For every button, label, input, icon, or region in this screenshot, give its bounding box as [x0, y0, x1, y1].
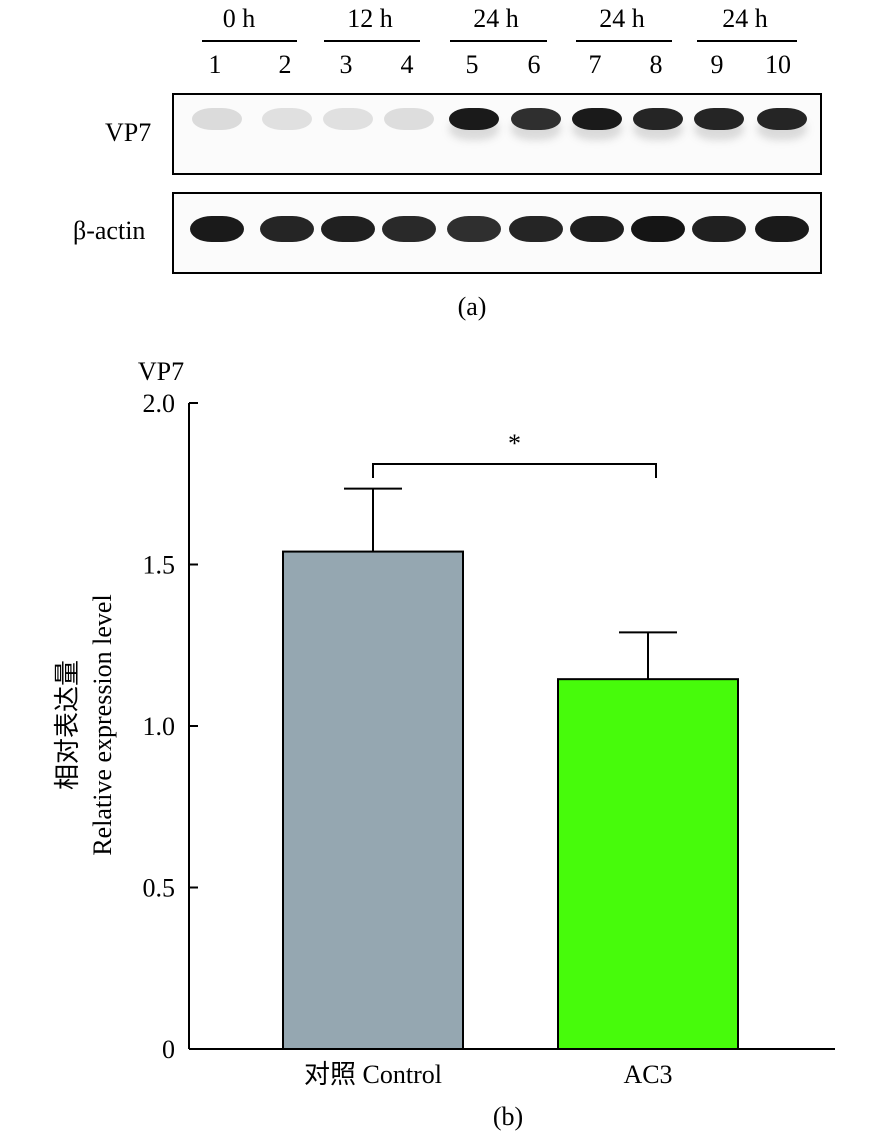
panel-caption-b: (b) [492, 1102, 524, 1131]
group-divider [450, 40, 547, 42]
blot-band [694, 108, 744, 130]
group-label: 24 h [473, 4, 519, 33]
blot-band [382, 216, 436, 242]
lane-number: 9 [710, 50, 724, 79]
blot-band [262, 108, 312, 130]
blot-band [631, 216, 685, 242]
group-divider [576, 40, 672, 42]
y-tick-label: 2.0 [143, 389, 176, 418]
group-divider [202, 40, 297, 42]
lane-number: 1 [208, 50, 222, 79]
blot-band [572, 108, 622, 130]
blot-band [633, 108, 683, 130]
blot-band [384, 108, 434, 130]
x-tick-label: 对照 Control [304, 1060, 442, 1089]
blot-band [323, 108, 373, 130]
y-axis-label-en: Relative expression level [88, 594, 117, 855]
blot-strip-actin [172, 192, 822, 274]
blot-band [449, 108, 499, 130]
blot-band [509, 216, 563, 242]
bar-chart: 0 0.5 1.0 1.5 2.0 VP7 相对表达量 Relative expression… [53, 357, 835, 1089]
blot-band [757, 108, 807, 130]
group-label: 0 h [222, 4, 256, 33]
lane-number: 7 [588, 50, 602, 79]
significance-marker: * [508, 429, 521, 458]
bar [557, 678, 739, 1050]
blot-row-label-vp7: VP7 [105, 118, 152, 147]
y-tick-label: 1.5 [143, 551, 176, 580]
y-tick-label: 0 [162, 1035, 175, 1064]
blot-strip-vp7 [172, 93, 822, 175]
lane-number: 5 [465, 50, 479, 79]
blot-band [190, 216, 244, 242]
blot-band [192, 108, 242, 130]
lane-number: 3 [339, 50, 353, 79]
bar [282, 550, 464, 1051]
significance-bracket [372, 463, 657, 478]
blot-band [570, 216, 624, 242]
group-label: 24 h [722, 4, 768, 33]
y-axis-top-label: VP7 [138, 357, 184, 386]
blot-band [511, 108, 561, 130]
blot-row-label-actin: β-actin [73, 216, 146, 245]
lane-number: 4 [400, 50, 414, 79]
y-tick-label: 0.5 [143, 874, 176, 903]
y-axis-label-cn: 相对表达量 [53, 660, 82, 790]
lane-number: 10 [765, 50, 791, 79]
x-tick-label: AC3 [623, 1060, 672, 1089]
lane-number: 8 [649, 50, 663, 79]
blot-band [447, 216, 501, 242]
group-label: 12 h [347, 4, 393, 33]
group-divider [697, 40, 797, 42]
blot-band [755, 216, 809, 242]
blot-band [692, 216, 746, 242]
panel-caption-a: (a) [457, 292, 487, 321]
lane-number: 6 [527, 50, 541, 79]
y-tick-label: 1.0 [143, 712, 176, 741]
lane-number: 2 [278, 50, 292, 79]
blot-band [321, 216, 375, 242]
group-divider [324, 40, 420, 42]
blot-band [260, 216, 314, 242]
group-label: 24 h [599, 4, 645, 33]
